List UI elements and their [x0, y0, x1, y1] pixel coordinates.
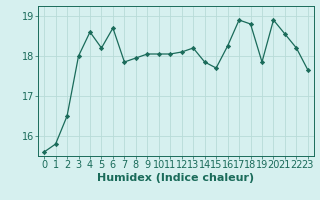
X-axis label: Humidex (Indice chaleur): Humidex (Indice chaleur) — [97, 173, 255, 183]
